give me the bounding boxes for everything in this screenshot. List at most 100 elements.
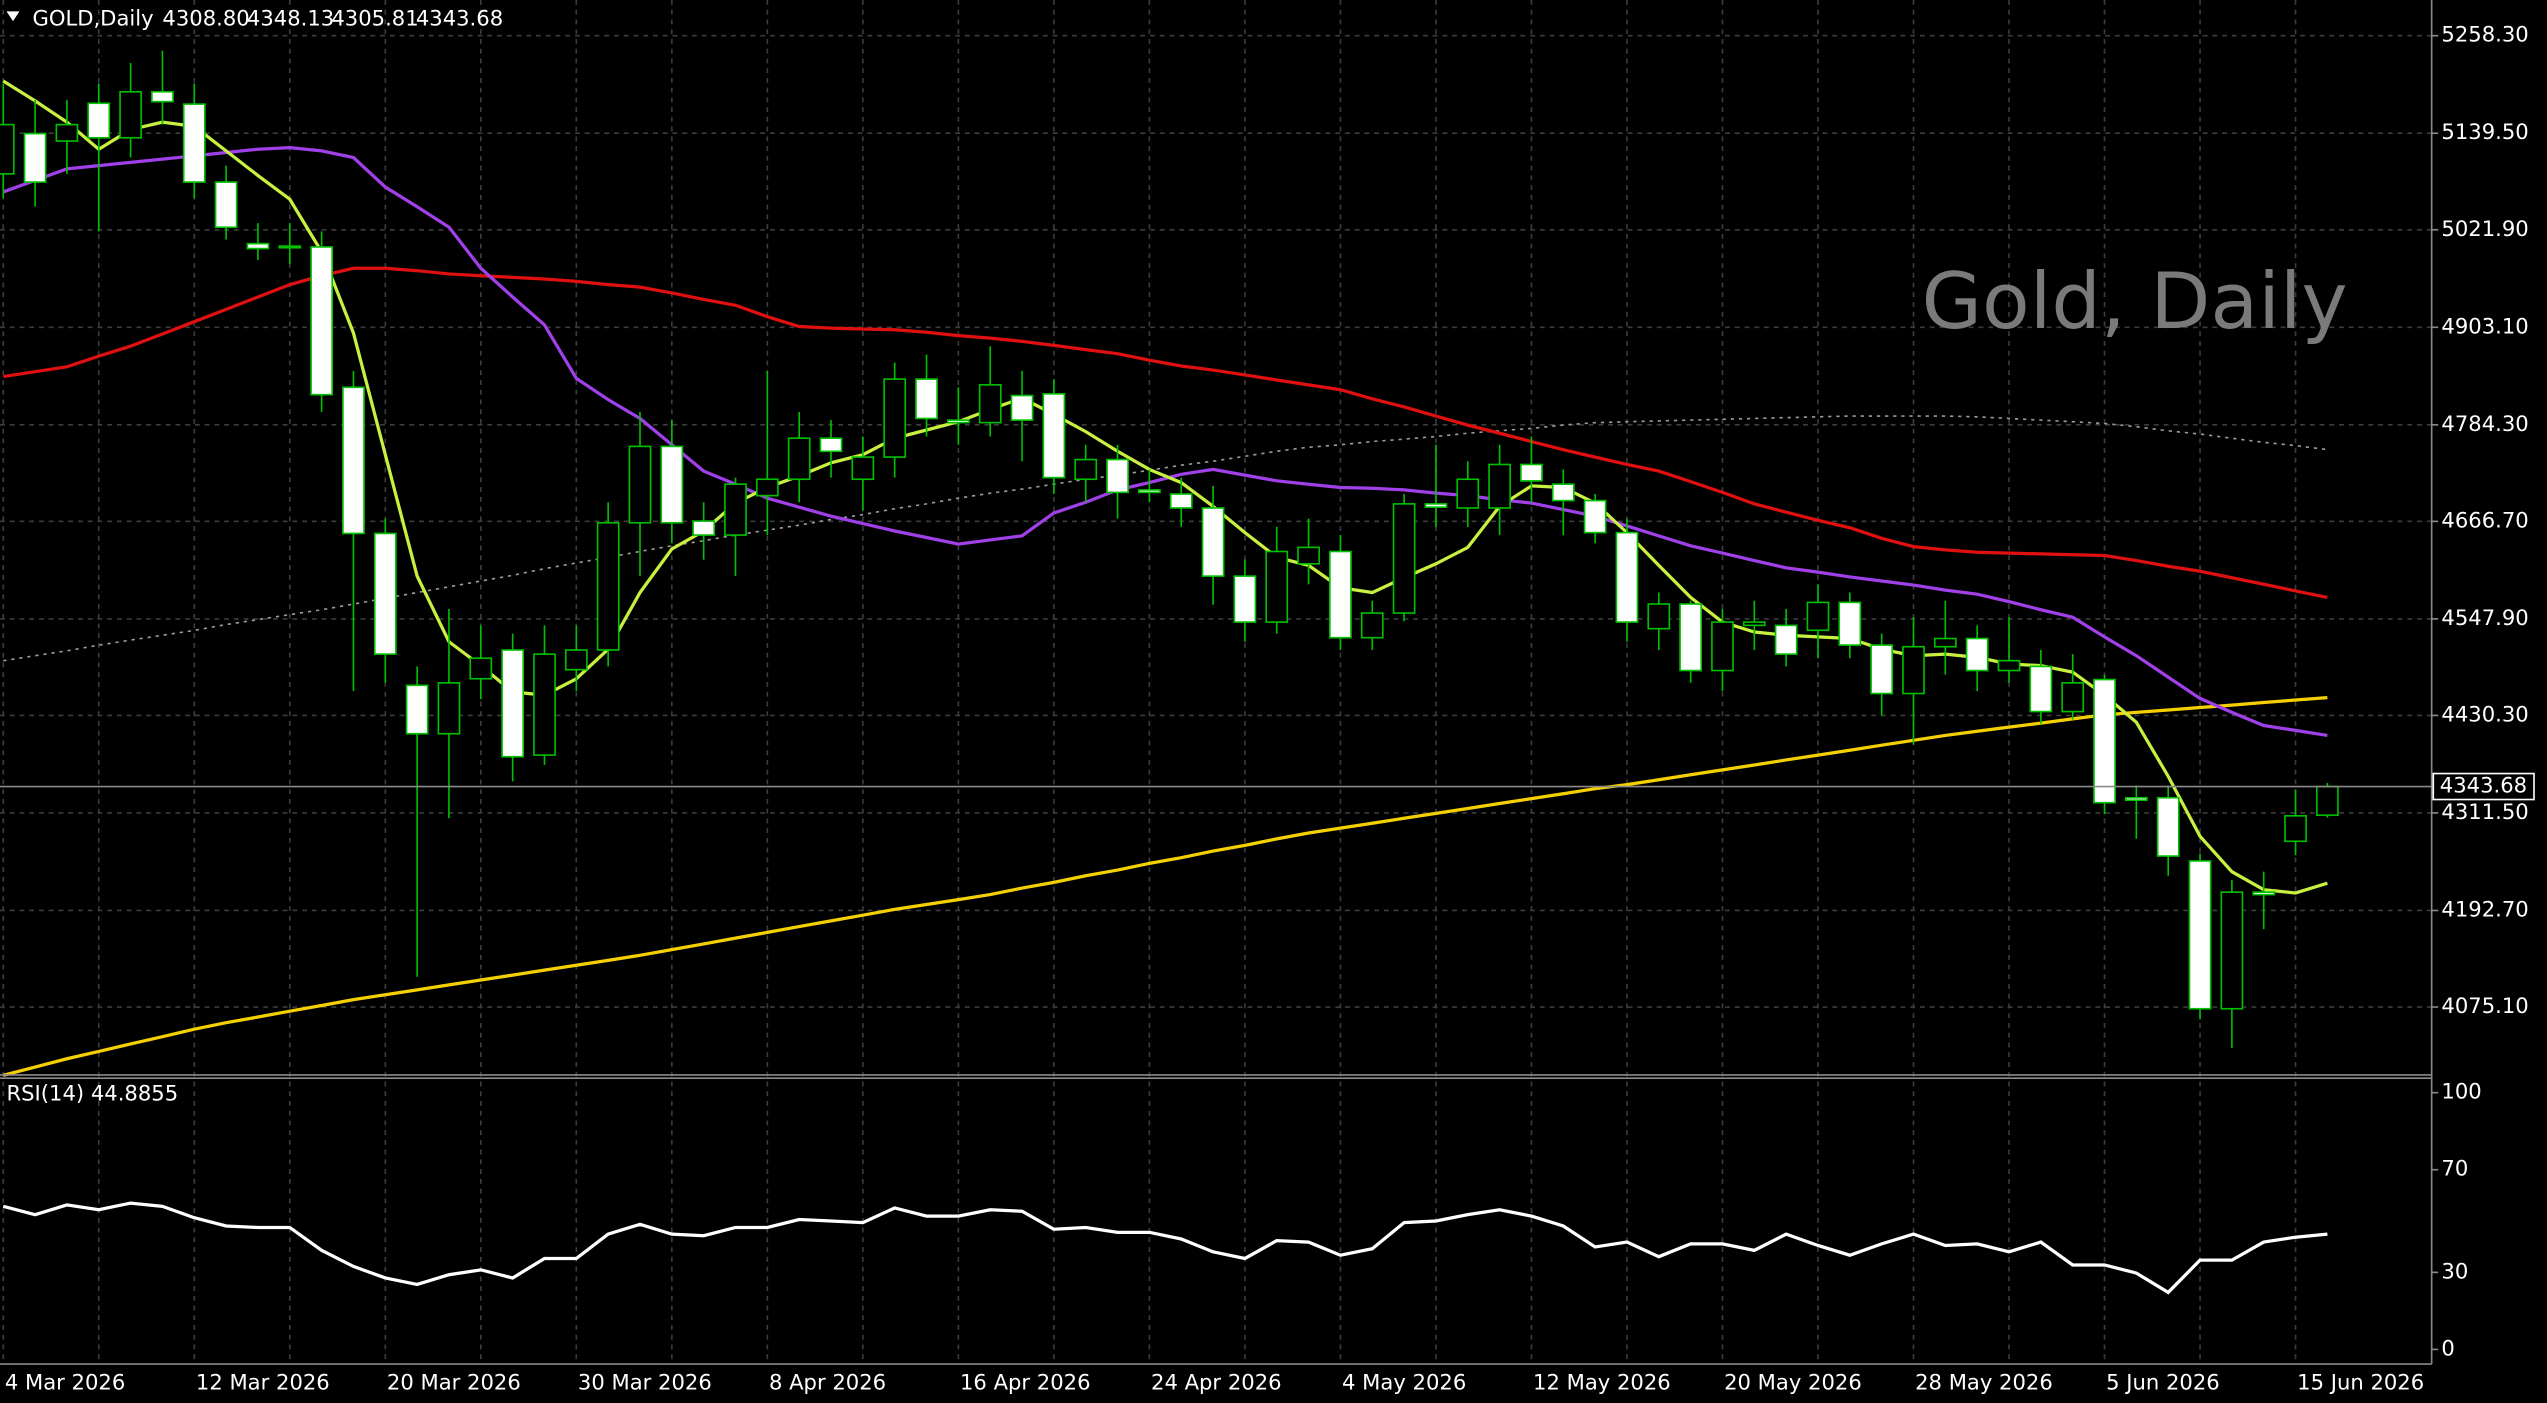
last-price-label: 4343.68 <box>2440 773 2527 798</box>
candle-body <box>1042 393 1066 479</box>
candle-body <box>373 532 397 655</box>
candle-body <box>2220 891 2244 1010</box>
x-tick-label: 4 Mar 2026 <box>5 1370 125 1395</box>
candle-body <box>2124 796 2148 802</box>
candle-body <box>2316 785 2339 816</box>
y-tick-label: 5258.30 <box>2441 22 2528 47</box>
candle-body <box>1456 478 1480 509</box>
y-tick-label: 5139.50 <box>2441 119 2528 144</box>
x-tick-label: 28 May 2026 <box>1915 1370 2053 1395</box>
candle-body <box>87 102 111 139</box>
candle-body <box>1711 621 1734 672</box>
x-tick-label: 24 Apr 2026 <box>1151 1370 1282 1395</box>
x-tick-label: 5 Jun 2026 <box>2106 1370 2220 1395</box>
candle-body <box>1520 463 1543 482</box>
candle-body <box>1010 394 1034 421</box>
candle-body <box>533 653 556 756</box>
candle-body <box>437 682 461 735</box>
candle-body <box>1329 550 1352 639</box>
candle-body <box>660 445 684 524</box>
moving-average-line <box>3 266 2328 600</box>
candle-body <box>1169 493 1193 509</box>
last-price-box <box>2432 772 2535 801</box>
candle-body <box>1965 637 1989 672</box>
candle-body <box>915 378 938 420</box>
header-close: 4343.68 <box>416 5 503 30</box>
candle-body <box>1997 659 2021 672</box>
header-open: 4308.80 <box>162 5 249 30</box>
candle-body <box>182 103 206 183</box>
x-tick-label: 12 May 2026 <box>1533 1370 1671 1395</box>
rsi-line <box>2 1201 2328 1295</box>
candle-body <box>2029 665 2053 713</box>
candle-body <box>1933 637 1957 648</box>
candle-body <box>692 520 716 536</box>
x-tick-label: 15 Jun 2026 <box>2297 1370 2424 1395</box>
candle-body <box>2188 860 2212 1010</box>
candle-body <box>564 649 588 671</box>
y-tick-label: 4430.30 <box>2441 701 2528 726</box>
watermark: Gold, Daily <box>1922 257 2348 347</box>
header-low: 4305.81 <box>331 5 418 30</box>
candle-body <box>819 437 843 453</box>
candle-body <box>1551 483 1575 502</box>
rsi-title: RSI(14) 44.8855 <box>6 1080 178 1105</box>
candle-body <box>1774 624 1798 655</box>
candle-body <box>23 132 47 183</box>
grid <box>0 0 2432 1365</box>
candle-body <box>2061 682 2085 713</box>
y-tick-label: 4075.10 <box>2441 993 2528 1018</box>
x-tick-label: 4 May 2026 <box>1342 1370 1466 1395</box>
candle-body <box>2156 796 2180 857</box>
moving-average-line <box>2 145 2328 738</box>
candle-body <box>469 657 493 680</box>
candle-body <box>1838 601 1862 646</box>
candle-body <box>1074 458 1098 481</box>
candle-body <box>1902 645 1925 695</box>
candle-body <box>596 521 620 651</box>
candle-body <box>1138 489 1161 494</box>
candle-body <box>1679 603 1703 672</box>
candle-body <box>278 245 302 249</box>
plot <box>0 50 2432 1295</box>
y-tick-label: 4192.70 <box>2441 896 2528 921</box>
candle-body <box>787 437 811 481</box>
candle-body <box>1424 503 1448 508</box>
candle-body <box>1870 644 1894 695</box>
candle-body <box>342 386 365 535</box>
candle-body <box>1233 575 1257 623</box>
candle-body <box>119 90 142 139</box>
menu-triangle[interactable] <box>6 11 20 22</box>
candle-body <box>2093 678 2116 804</box>
candle-body <box>1106 458 1129 494</box>
candle-body <box>2284 815 2307 843</box>
candle-body <box>1583 499 1607 534</box>
y-tick-label: 70 <box>2441 1156 2468 1181</box>
candle-body <box>1647 603 1671 630</box>
candle-body <box>1360 612 1384 639</box>
x-tick-label: 20 May 2026 <box>1724 1370 1862 1395</box>
y-tick-label: 4311.50 <box>2441 799 2528 824</box>
symbol-title: GOLD,Daily <box>32 5 153 30</box>
x-tick-label: 12 Mar 2026 <box>196 1370 330 1395</box>
candle-body <box>1806 601 1830 632</box>
candle-body <box>1392 503 1416 614</box>
candle-body <box>55 123 79 142</box>
candle-body <box>246 242 270 250</box>
candle-body <box>1201 507 1225 577</box>
candle-body <box>0 123 15 175</box>
candle-body <box>628 445 652 524</box>
candle-body <box>151 90 174 103</box>
candle-body <box>947 419 970 424</box>
y-tick-label: 0 <box>2441 1335 2454 1360</box>
candle-body <box>1615 531 1639 623</box>
candle-body <box>501 649 525 758</box>
candle-body <box>1488 463 1511 509</box>
candle-body <box>2252 891 2276 896</box>
y-tick-label: 100 <box>2441 1079 2481 1104</box>
y-tick-label: 4666.70 <box>2441 507 2528 532</box>
candle-body <box>851 456 875 481</box>
candle-body <box>755 478 779 497</box>
